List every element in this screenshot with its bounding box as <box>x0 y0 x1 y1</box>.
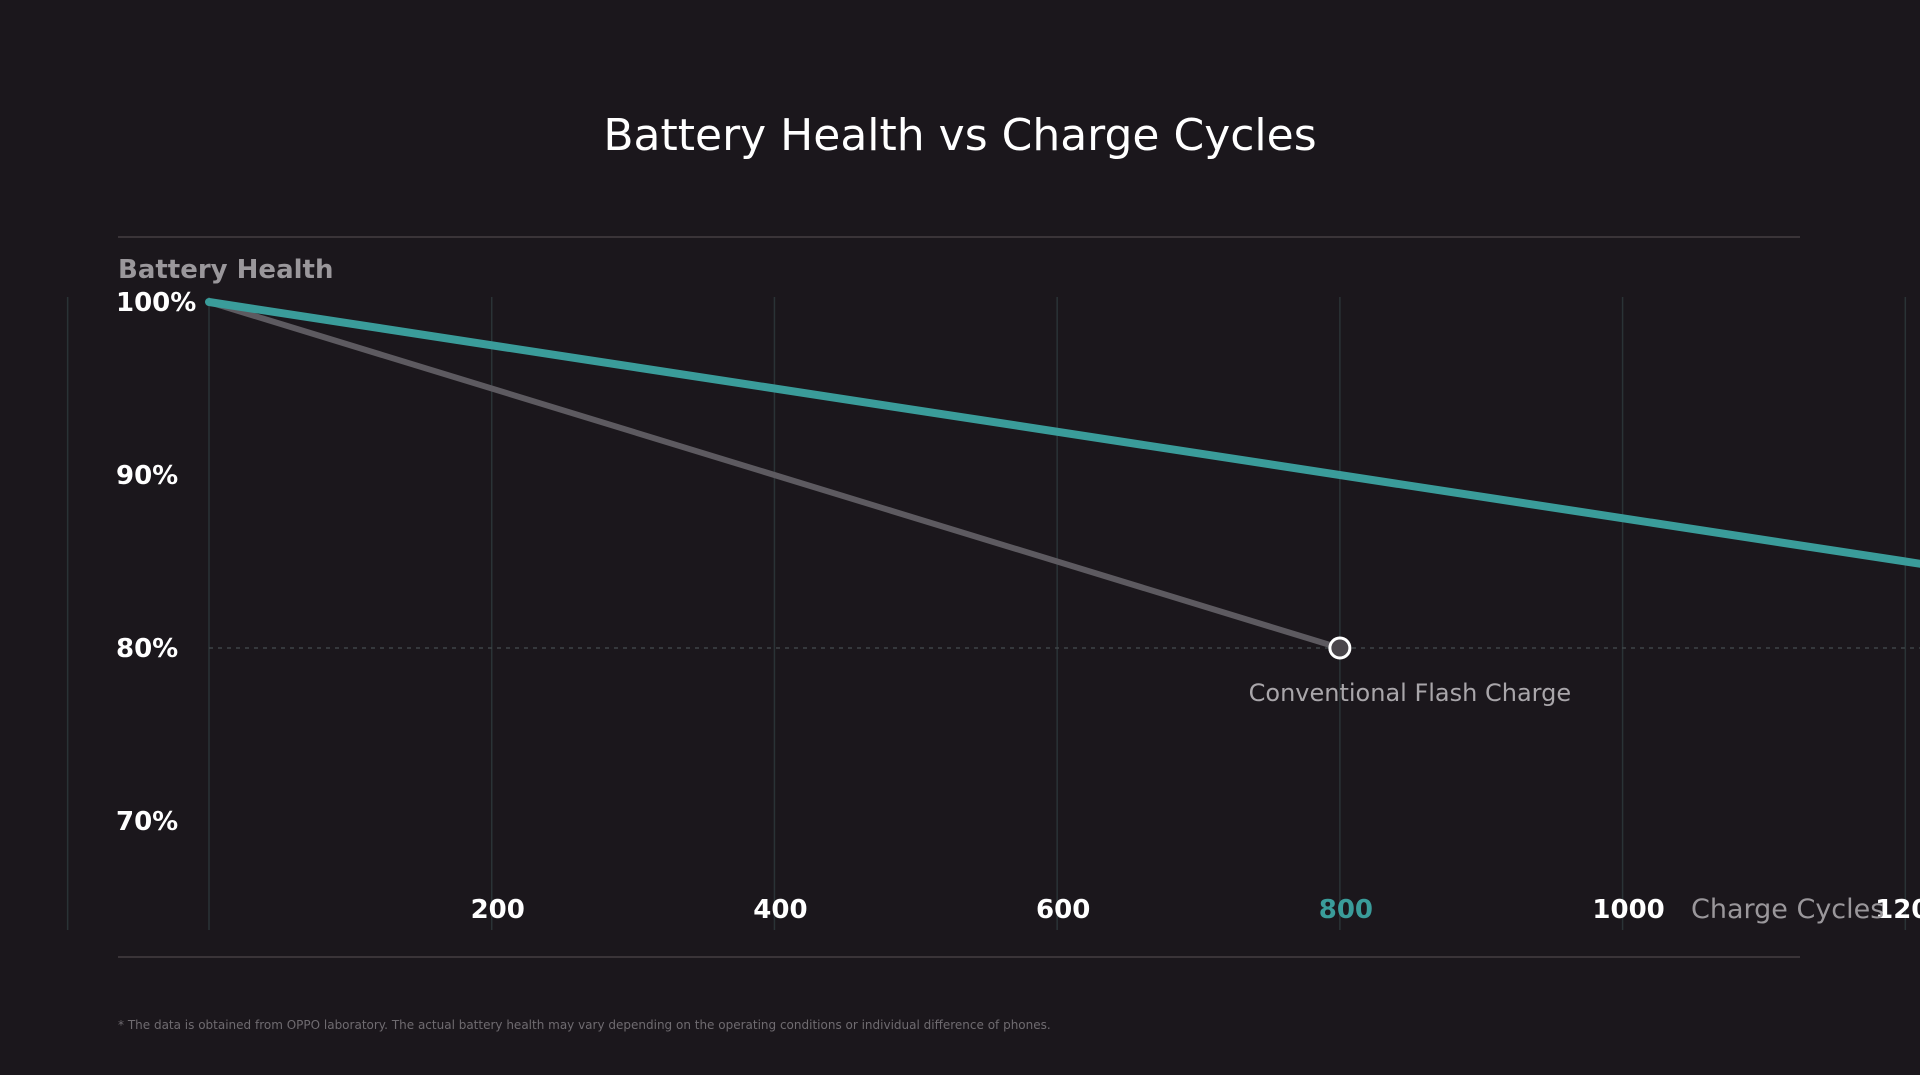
series-lines <box>205 298 1920 651</box>
series-markers <box>1328 636 1352 660</box>
series-labels: Conventional Flash Charge150W SUPERVOOC … <box>1249 679 1571 707</box>
series-line-0 <box>206 299 1343 651</box>
y-tick-label: 80% <box>116 634 178 664</box>
series-label-0: Conventional Flash Charge <box>1249 679 1571 707</box>
series-end-marker-0 <box>1328 636 1352 660</box>
footnote: * The data is obtained from OPPO laborat… <box>118 1018 1051 1032</box>
x-axis-ticks: 2004006008001000120014001600 <box>471 895 1920 925</box>
x-tick-label: 600 <box>1036 895 1090 925</box>
x-tick-label: 400 <box>753 895 807 925</box>
y-tick-label: 70% <box>116 807 178 837</box>
y-tick-label: 90% <box>116 461 178 491</box>
x-tick-label: 1200 <box>1875 895 1920 925</box>
chart-title: Battery Health vs Charge Cycles <box>603 110 1316 161</box>
y-axis-ticks: 100% 90% 80% 70% <box>116 288 196 837</box>
x-axis-label: Charge Cycles <box>1691 894 1884 925</box>
x-tick-label: 1000 <box>1592 895 1664 925</box>
x-tick-label: 800 <box>1319 895 1373 925</box>
series-line-1 <box>205 298 1920 568</box>
grid-lines <box>66 297 1907 930</box>
y-axis-label: Battery Health <box>118 255 333 285</box>
x-tick-label: 200 <box>471 895 525 925</box>
y-tick-label: 100% <box>116 288 196 318</box>
